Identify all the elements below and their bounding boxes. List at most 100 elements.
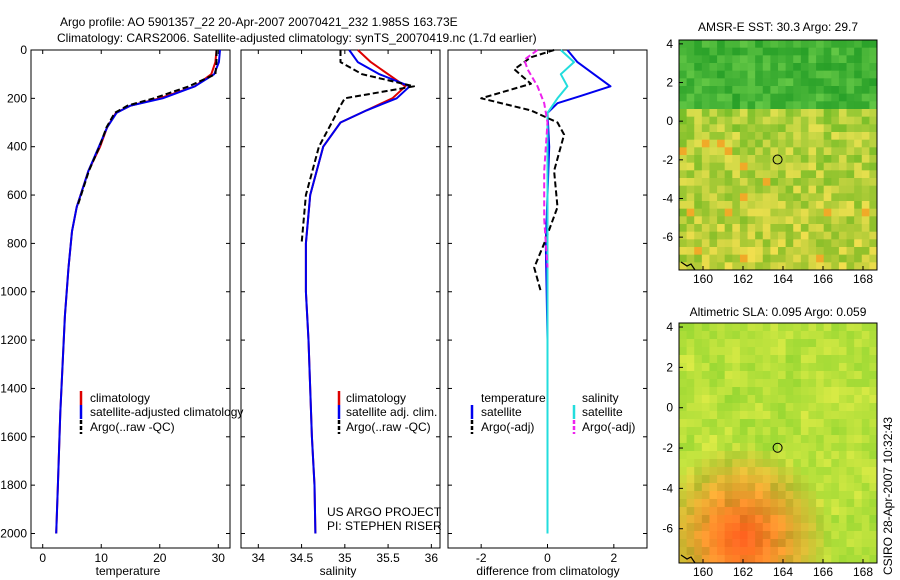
- map-cell: [755, 515, 764, 524]
- map-cell: [861, 55, 870, 64]
- map-cell: [724, 467, 733, 476]
- map-cell: [755, 239, 764, 248]
- map-cell: [838, 347, 848, 356]
- map-cell: [800, 116, 810, 125]
- map-cell: [869, 254, 877, 263]
- map-cell: [838, 155, 848, 164]
- map-cell: [770, 47, 779, 56]
- map-cell: [846, 555, 855, 563]
- map-cell: [831, 101, 840, 110]
- map-cell: [778, 371, 787, 380]
- map-cell: [869, 147, 877, 156]
- map-cell: [793, 387, 802, 396]
- map-cell: [747, 555, 756, 563]
- map-cell: [854, 70, 863, 79]
- y-tick-label: 400: [7, 140, 27, 154]
- map-cell: [854, 491, 863, 500]
- map-cell: [831, 93, 840, 102]
- map-cell: [800, 231, 810, 240]
- map-cell: [732, 155, 741, 164]
- map-cell: [846, 224, 855, 233]
- map-cell: [778, 419, 787, 428]
- map-cell: [755, 483, 764, 492]
- map-cell: [793, 185, 802, 194]
- map-cell: [701, 147, 711, 156]
- map-cell: [732, 239, 741, 248]
- map-cell: [823, 201, 832, 210]
- map-cell: [762, 201, 771, 210]
- map-cell: [679, 201, 688, 210]
- map-cell: [808, 86, 817, 95]
- map-cell: [770, 224, 779, 233]
- map-cell: [724, 475, 733, 484]
- map-cell: [770, 216, 779, 225]
- map-cell: [747, 116, 756, 125]
- map-cell: [823, 323, 832, 332]
- map-cell: [709, 435, 718, 444]
- map-cell: [831, 247, 840, 256]
- map-cell: [762, 483, 771, 492]
- map-cell: [717, 363, 726, 372]
- map-cell: [701, 507, 711, 516]
- map-cell: [717, 216, 726, 225]
- map-cell: [739, 475, 749, 484]
- map-cell: [701, 427, 711, 436]
- map-cell: [793, 139, 802, 148]
- map-cell: [770, 201, 779, 210]
- map-cell: [793, 63, 802, 72]
- map-cell: [679, 379, 688, 388]
- map-cell: [861, 403, 870, 412]
- map-cell: [869, 395, 877, 404]
- map-cell: [778, 239, 787, 248]
- map-cell: [823, 147, 832, 156]
- map-cell: [831, 395, 840, 404]
- map-cell: [694, 147, 703, 156]
- map-cell: [846, 547, 855, 556]
- map-cell: [762, 185, 771, 194]
- map-cell: [709, 239, 718, 248]
- map-cell: [694, 47, 703, 56]
- map-cell: [694, 116, 703, 125]
- map-cell: [679, 475, 688, 484]
- map-cell: [747, 178, 756, 187]
- map-cell: [793, 451, 802, 460]
- map-cell: [755, 216, 764, 225]
- map-cell: [846, 387, 855, 396]
- map-cell: [785, 162, 794, 171]
- map-cell: [701, 395, 711, 404]
- map-cell: [846, 162, 855, 171]
- y-tick-label: 1800: [0, 478, 27, 492]
- map-cell: [846, 443, 855, 452]
- y-tick-label: -4: [662, 191, 673, 205]
- map-cell: [747, 387, 756, 396]
- map-cell: [694, 499, 703, 508]
- map-cell: [755, 347, 764, 356]
- map-cell: [869, 499, 877, 508]
- map-cell: [854, 331, 863, 340]
- map-cell: [838, 403, 848, 412]
- map-cell: [694, 224, 703, 233]
- map-cell: [854, 475, 863, 484]
- map-cell: [793, 475, 802, 484]
- map-cell: [831, 387, 840, 396]
- map-cell: [770, 86, 779, 95]
- map-cell: [709, 427, 718, 436]
- map-cell: [823, 363, 832, 372]
- map-cell: [846, 475, 855, 484]
- map-cell: [861, 547, 870, 556]
- map-cell: [869, 63, 877, 72]
- map-cell: [701, 216, 711, 225]
- map-cell: [838, 178, 848, 187]
- map-cell: [823, 427, 832, 436]
- map-cell: [755, 193, 764, 202]
- map-cell: [701, 531, 711, 540]
- map-cell: [854, 109, 863, 118]
- map-cell: [709, 547, 718, 556]
- map-cell: [709, 193, 718, 202]
- map-cell: [800, 155, 810, 164]
- map-cell: [770, 162, 779, 171]
- map-cell: [762, 491, 771, 500]
- map-cell: [732, 467, 741, 476]
- map-cell: [785, 515, 794, 524]
- map-cell: [800, 93, 810, 102]
